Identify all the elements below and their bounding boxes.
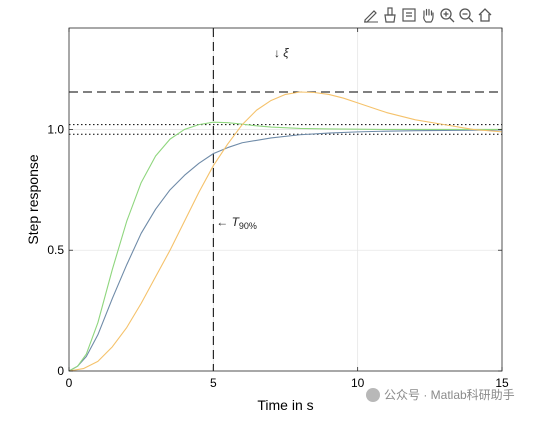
edit-icon bbox=[364, 10, 378, 23]
annotation-1: ↓ ξ bbox=[274, 46, 289, 60]
annotation-2: ← T90% bbox=[216, 215, 257, 231]
plot-area bbox=[69, 28, 502, 371]
axes-toolbar bbox=[362, 6, 494, 28]
series-line-2 bbox=[68, 121, 502, 372]
data-tip-icon bbox=[402, 8, 416, 22]
annotation-arrow: ← bbox=[216, 215, 231, 229]
x-tick-label: 5 bbox=[210, 376, 217, 390]
x-tick-label: 0 bbox=[66, 376, 73, 390]
annotation-symbol: ξ bbox=[283, 46, 289, 60]
data-tip-button[interactable] bbox=[400, 6, 418, 24]
watermark: 公众号 · Matlab科研助手 bbox=[366, 386, 515, 403]
annotation-subscript: 90% bbox=[239, 221, 257, 231]
y-tick-label: 0.5 bbox=[47, 243, 64, 257]
zoom-out-icon bbox=[459, 8, 474, 23]
brush-button[interactable] bbox=[381, 6, 399, 24]
reference-lines bbox=[69, 28, 502, 371]
y-tick-label: 0 bbox=[57, 364, 64, 378]
watermark-text: 公众号 · Matlab科研助手 bbox=[384, 388, 515, 402]
zoom-in-button[interactable] bbox=[438, 6, 456, 24]
y-tick-label: 1.0 bbox=[47, 122, 64, 136]
x-tick-label: 10 bbox=[351, 376, 365, 390]
home-icon bbox=[478, 8, 492, 22]
zoom-in-icon bbox=[440, 8, 455, 23]
y-axis-label: Step response bbox=[25, 154, 41, 244]
annotation-arrow: ↓ bbox=[274, 46, 283, 60]
zoom-out-button[interactable] bbox=[457, 6, 475, 24]
series-line-1 bbox=[68, 129, 503, 372]
series-line-3 bbox=[68, 91, 503, 372]
home-button[interactable] bbox=[476, 6, 494, 24]
pan-button[interactable] bbox=[419, 6, 437, 24]
series-group bbox=[68, 91, 503, 372]
edit-button[interactable] bbox=[362, 6, 380, 24]
x-axis-label: Time in s bbox=[257, 397, 313, 413]
brush-icon bbox=[384, 7, 396, 23]
pan-hand-icon bbox=[423, 8, 434, 23]
wechat-logo-icon bbox=[366, 387, 380, 402]
ticks: 0 5 10 15 0 0.5 1.0 bbox=[47, 28, 509, 390]
annotations: ↓ ξ ← T90% bbox=[216, 46, 289, 231]
annotation-symbol: T bbox=[232, 215, 241, 229]
axes-box bbox=[68, 27, 503, 372]
x-tick-label: 15 bbox=[495, 376, 509, 390]
